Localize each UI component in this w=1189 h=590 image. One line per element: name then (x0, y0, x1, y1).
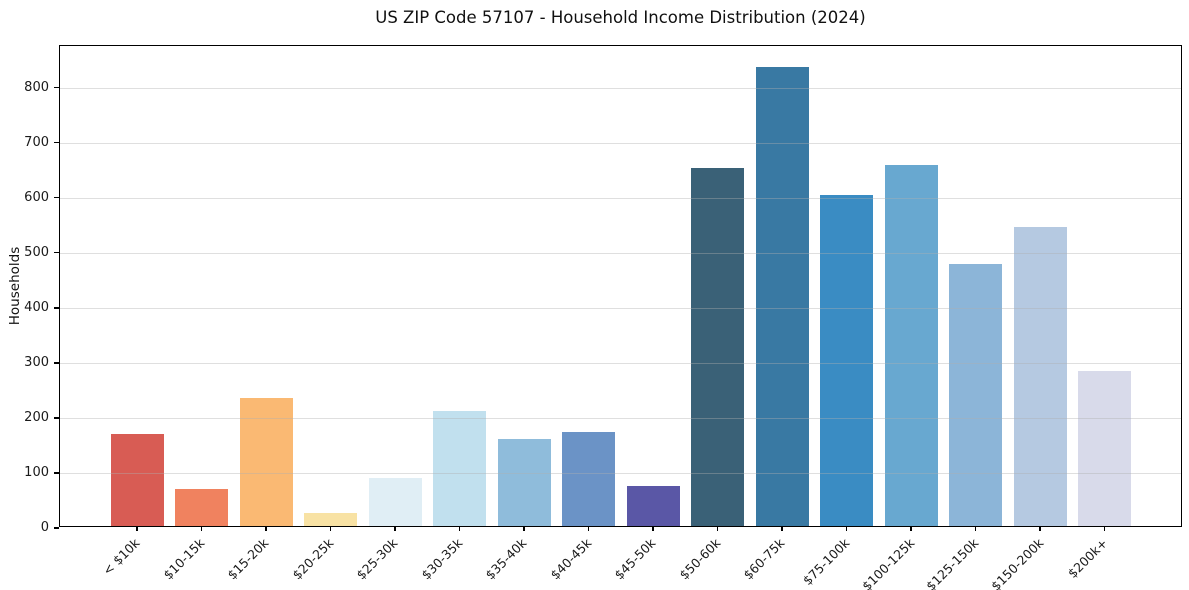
bar (368, 478, 422, 526)
x-tick-label: $100-125k (858, 535, 917, 590)
x-tick-label: $200k+ (1064, 535, 1111, 581)
x-tick-label: $75-100k (799, 535, 853, 588)
x-tick-label: $20-25k (289, 535, 337, 583)
y-tick-label: 300 (24, 354, 49, 370)
y-tick-label: 500 (24, 244, 49, 260)
bar (110, 434, 164, 526)
x-tick-label: $10-15k (160, 535, 208, 583)
bar (304, 512, 357, 526)
y-axis-tick (53, 362, 59, 364)
gridline (60, 362, 1181, 365)
x-tick-label: < $10k (100, 535, 143, 579)
bar (1013, 227, 1067, 526)
x-tick-label: $40-45k (547, 535, 595, 583)
x-tick-label: $60-75k (740, 535, 788, 583)
x-tick-label: $35-40k (482, 535, 530, 583)
x-axis-tick (716, 526, 719, 531)
x-tick-label: $30-35k (418, 535, 466, 583)
x-axis-tick (265, 526, 267, 531)
gridline (60, 307, 1181, 310)
x-axis-tick (1039, 526, 1041, 531)
bar (562, 431, 615, 526)
y-tick-label: 100 (24, 465, 49, 480)
bar (884, 165, 938, 526)
y-tick-label: 800 (24, 79, 49, 95)
y-tick-label: 400 (24, 299, 49, 315)
gridline (60, 473, 1181, 475)
y-axis-tick (53, 472, 59, 474)
x-axis-tick (394, 526, 396, 531)
y-axis-tick (53, 87, 59, 89)
bar (239, 397, 293, 526)
x-axis-tick (845, 526, 848, 531)
gridline (60, 197, 1181, 200)
x-axis-tick (652, 526, 654, 531)
gridline (60, 418, 1181, 420)
bar (626, 485, 680, 526)
x-axis-tick (587, 526, 590, 531)
gridline (60, 142, 1181, 144)
chart-title: US ZIP Code 57107 - Household Income Dis… (375, 8, 866, 27)
x-axis-tick (781, 526, 783, 531)
y-axis-label: Households (7, 246, 23, 326)
bar (1078, 370, 1131, 526)
bar (433, 411, 486, 526)
plot-area: < $10k $10-15k $15-20k $20-25k $25-30k $30-35… (24, 45, 1182, 590)
x-axis-tick (1103, 526, 1106, 531)
y-axis-tick (53, 527, 59, 529)
gridline (60, 252, 1181, 255)
bar (949, 264, 1002, 526)
x-tick-label: $45-50k (611, 535, 659, 583)
y-tick-label: 0 (40, 520, 49, 535)
y-tick-label: 600 (24, 189, 49, 205)
x-tick-label: $15-20k (224, 535, 272, 583)
x-axis-tick (329, 526, 332, 531)
bar (755, 67, 809, 526)
x-axis-tick (910, 526, 912, 531)
bar (497, 439, 551, 526)
x-axis-tick (200, 526, 203, 531)
y-axis-tick (53, 252, 59, 254)
bar (691, 167, 744, 526)
y-tick-label: 700 (24, 134, 49, 150)
y-axis-tick (53, 197, 59, 199)
gridline (60, 87, 1181, 89)
y-axis-tick (53, 142, 59, 144)
y-axis-tick (53, 417, 59, 419)
y-axis-tick (53, 307, 59, 309)
x-tick-label: $150-200k (987, 535, 1046, 590)
y-tick-label: 200 (24, 410, 49, 425)
x-tick-label: $50-60k (676, 535, 724, 583)
x-axis-tick (136, 526, 138, 531)
x-axis-tick (974, 526, 977, 531)
bar (175, 488, 228, 526)
x-tick-label: $125-150k (923, 535, 982, 590)
x-tick-label: $25-30k (353, 535, 401, 583)
bar (820, 194, 873, 526)
x-axis-tick (523, 526, 525, 531)
x-axis-tick (458, 526, 461, 531)
